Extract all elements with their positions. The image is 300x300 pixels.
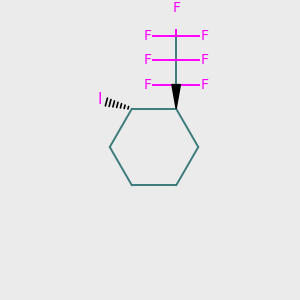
- Text: I: I: [98, 92, 102, 107]
- Text: F: F: [200, 53, 208, 68]
- Text: F: F: [144, 77, 152, 92]
- Text: F: F: [200, 77, 208, 92]
- Text: F: F: [144, 29, 152, 43]
- Text: F: F: [144, 53, 152, 68]
- Text: F: F: [172, 1, 180, 15]
- Text: F: F: [200, 29, 208, 43]
- Polygon shape: [172, 85, 180, 109]
